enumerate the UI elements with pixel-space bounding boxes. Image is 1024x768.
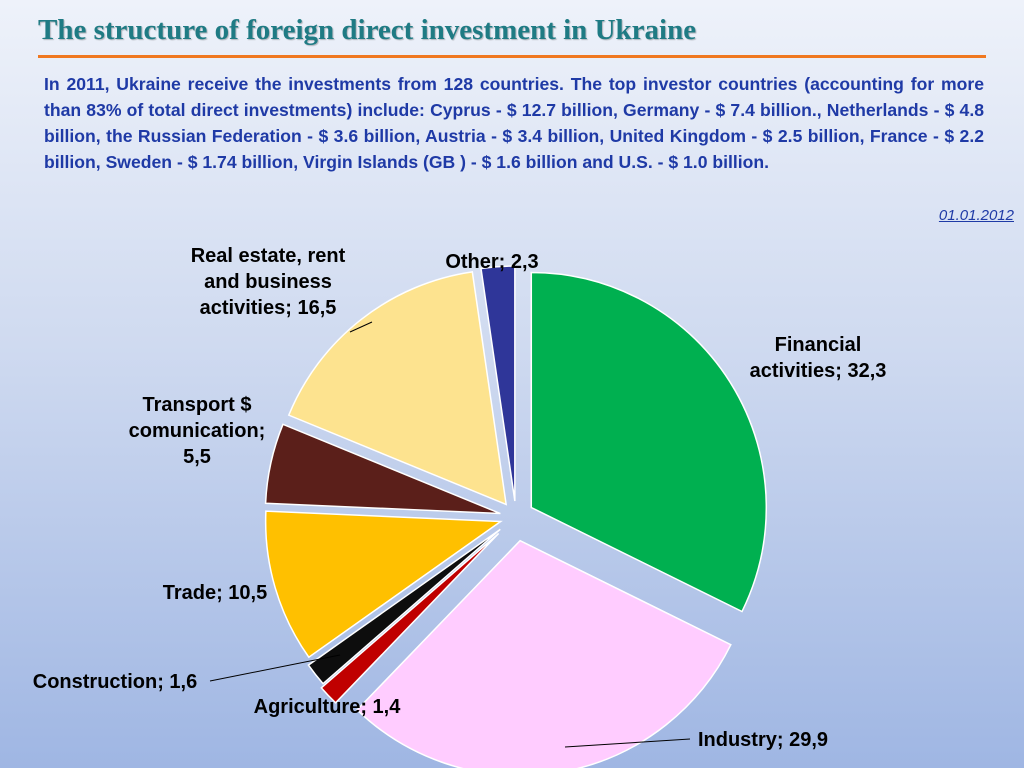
pie-slice-real-estate-rent-and-business-activities	[287, 270, 508, 506]
data-label-agriculture: Agriculture; 1,4	[254, 696, 402, 718]
title-divider	[38, 55, 986, 58]
date-link[interactable]: 01.01.2012	[938, 207, 1014, 224]
pie-slice-transport-comunication	[264, 423, 501, 515]
pie-slice-construction	[307, 528, 501, 685]
data-label-trade: Trade; 10,5	[163, 582, 268, 604]
data-label-financial-activities: Financial activities; 32,3	[750, 334, 887, 382]
pie-slice-other	[480, 265, 516, 502]
leader-line-industry	[564, 738, 691, 748]
leader-line-real-estate-rent-and-business-activities	[349, 321, 373, 333]
data-label-other: Other; 2,3	[445, 251, 538, 273]
data-label-industry: Industry; 29,9	[698, 729, 828, 751]
data-label-transport-comunication: Transport $ comunication; 5,5	[129, 394, 266, 468]
pie-slice-industry	[356, 539, 732, 768]
intro-paragraph: In 2011, Ukraine receive the investments…	[44, 74, 984, 172]
page-title: The structure of foreign direct investme…	[38, 14, 697, 46]
pie-slice-financial-activities	[530, 271, 767, 613]
pie-slice-agriculture	[320, 532, 500, 704]
pie-slice-trade	[264, 510, 503, 659]
data-label-construction: Construction; 1,6	[33, 671, 197, 693]
data-label-real-estate-rent-and-business-activities: Real estate, rent and business activities;…	[191, 245, 346, 319]
leader-line-construction	[209, 654, 341, 682]
pie-slices	[264, 265, 767, 768]
